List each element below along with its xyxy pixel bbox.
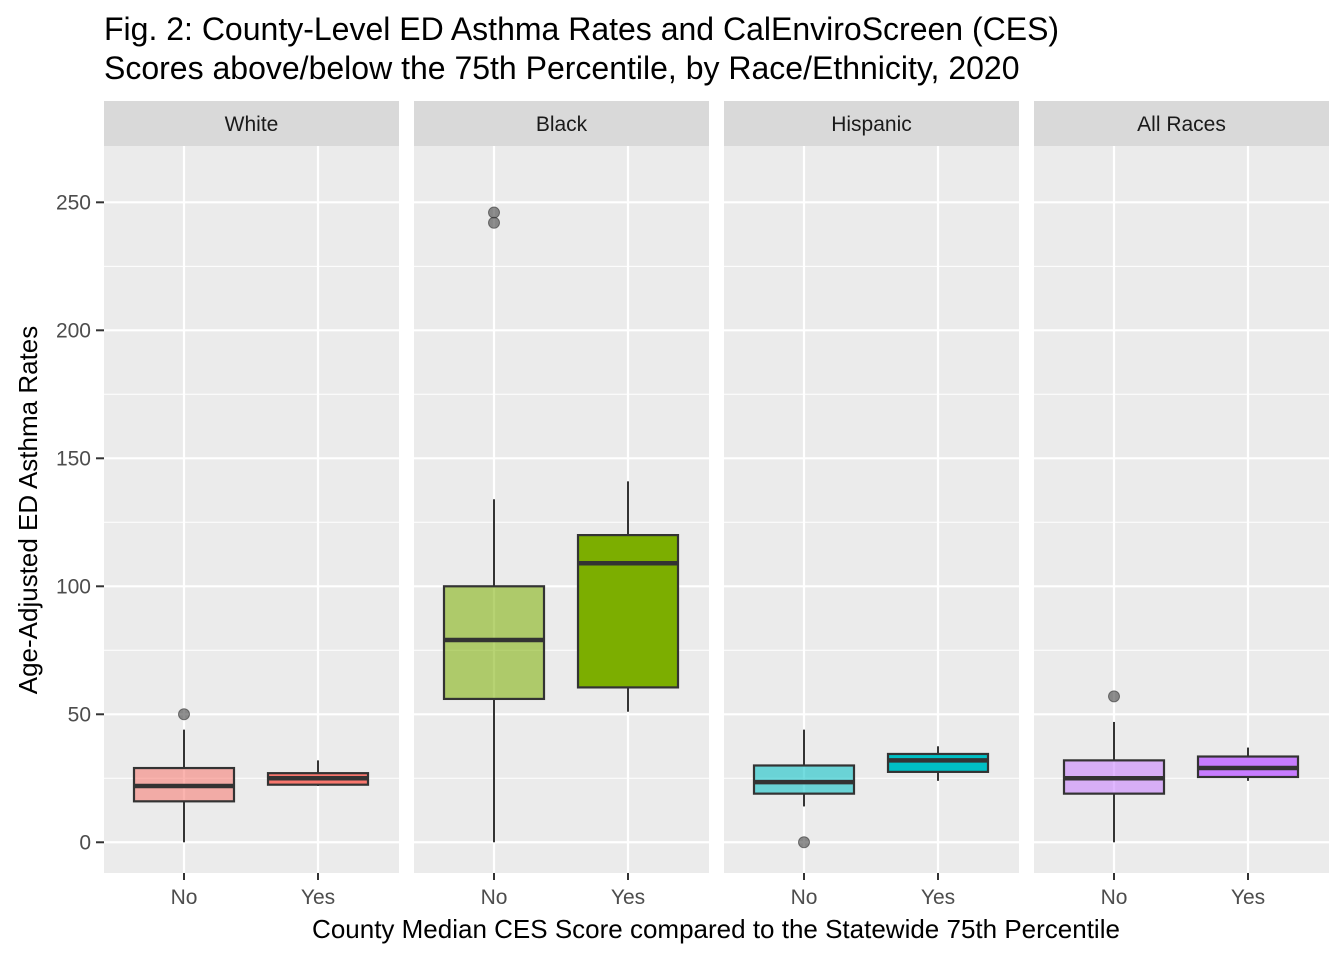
facet-label: All Races (1137, 113, 1226, 136)
chart-title-line-1: Fig. 2: County-Level ED Asthma Rates and… (104, 11, 1060, 47)
facet-panel-all-races: All Races No Yes (1034, 101, 1329, 909)
y-tick-label: 200 (56, 319, 91, 342)
box-no (1062, 690, 1166, 843)
y-tick-label: 100 (56, 575, 91, 598)
x-tick-label: No (171, 886, 198, 909)
box-yes (266, 760, 370, 786)
facet-strip (1034, 101, 1329, 146)
outlier-point (178, 708, 190, 721)
facet-label: White (225, 113, 279, 136)
box-yes (576, 481, 680, 712)
x-tick-label: Yes (1231, 886, 1265, 909)
facet-label: Hispanic (831, 113, 912, 136)
y-axis-title: Age-Adjusted ED Asthma Rates (13, 326, 43, 695)
facet-panel-hispanic: Hispanic No Yes (724, 101, 1019, 909)
facet-label: Black (536, 113, 588, 136)
box-no (132, 708, 236, 843)
y-tick-label: 150 (56, 447, 91, 470)
x-tick-label: No (1101, 886, 1128, 909)
facet-strip (724, 101, 1019, 146)
y-tick-label: 0 (79, 831, 91, 854)
panel-background (724, 146, 1019, 873)
x-tick-label: Yes (301, 886, 335, 909)
panel-background (414, 146, 709, 873)
x-tick-label: No (791, 886, 818, 909)
panel-background (104, 146, 399, 873)
x-axis-title: County Median CES Score compared to the … (312, 914, 1120, 944)
axis-layer: 0 50 100 150 200 250 (56, 191, 104, 854)
box-iqr (886, 752, 990, 773)
box-iqr (442, 585, 546, 701)
outlier-point (488, 216, 500, 229)
y-tick-label: 250 (56, 191, 91, 214)
panel-background (1034, 146, 1329, 873)
box-no (442, 206, 546, 843)
y-tick-label: 50 (68, 703, 91, 726)
facet-panel-white: White No Yes (104, 101, 399, 909)
outlier-point (488, 206, 500, 219)
facet-strip (104, 101, 399, 146)
outlier-point (1108, 690, 1120, 703)
chart-title-line-2: Scores above/below the 75th Percentile, … (104, 50, 1020, 86)
box-no (752, 729, 856, 849)
x-tick-label: No (481, 886, 508, 909)
box-yes (886, 746, 990, 781)
facet-panel-black: Black No Yes (414, 101, 709, 909)
chart-title: Fig. 2: County-Level ED Asthma Rates and… (104, 10, 1059, 88)
facet-strip (414, 101, 709, 146)
box-iqr (752, 764, 856, 795)
outlier-point (798, 836, 810, 849)
box-iqr (576, 533, 680, 689)
x-tick-label: Yes (921, 886, 955, 909)
box-yes (1196, 747, 1300, 781)
x-tick-label: Yes (611, 886, 645, 909)
